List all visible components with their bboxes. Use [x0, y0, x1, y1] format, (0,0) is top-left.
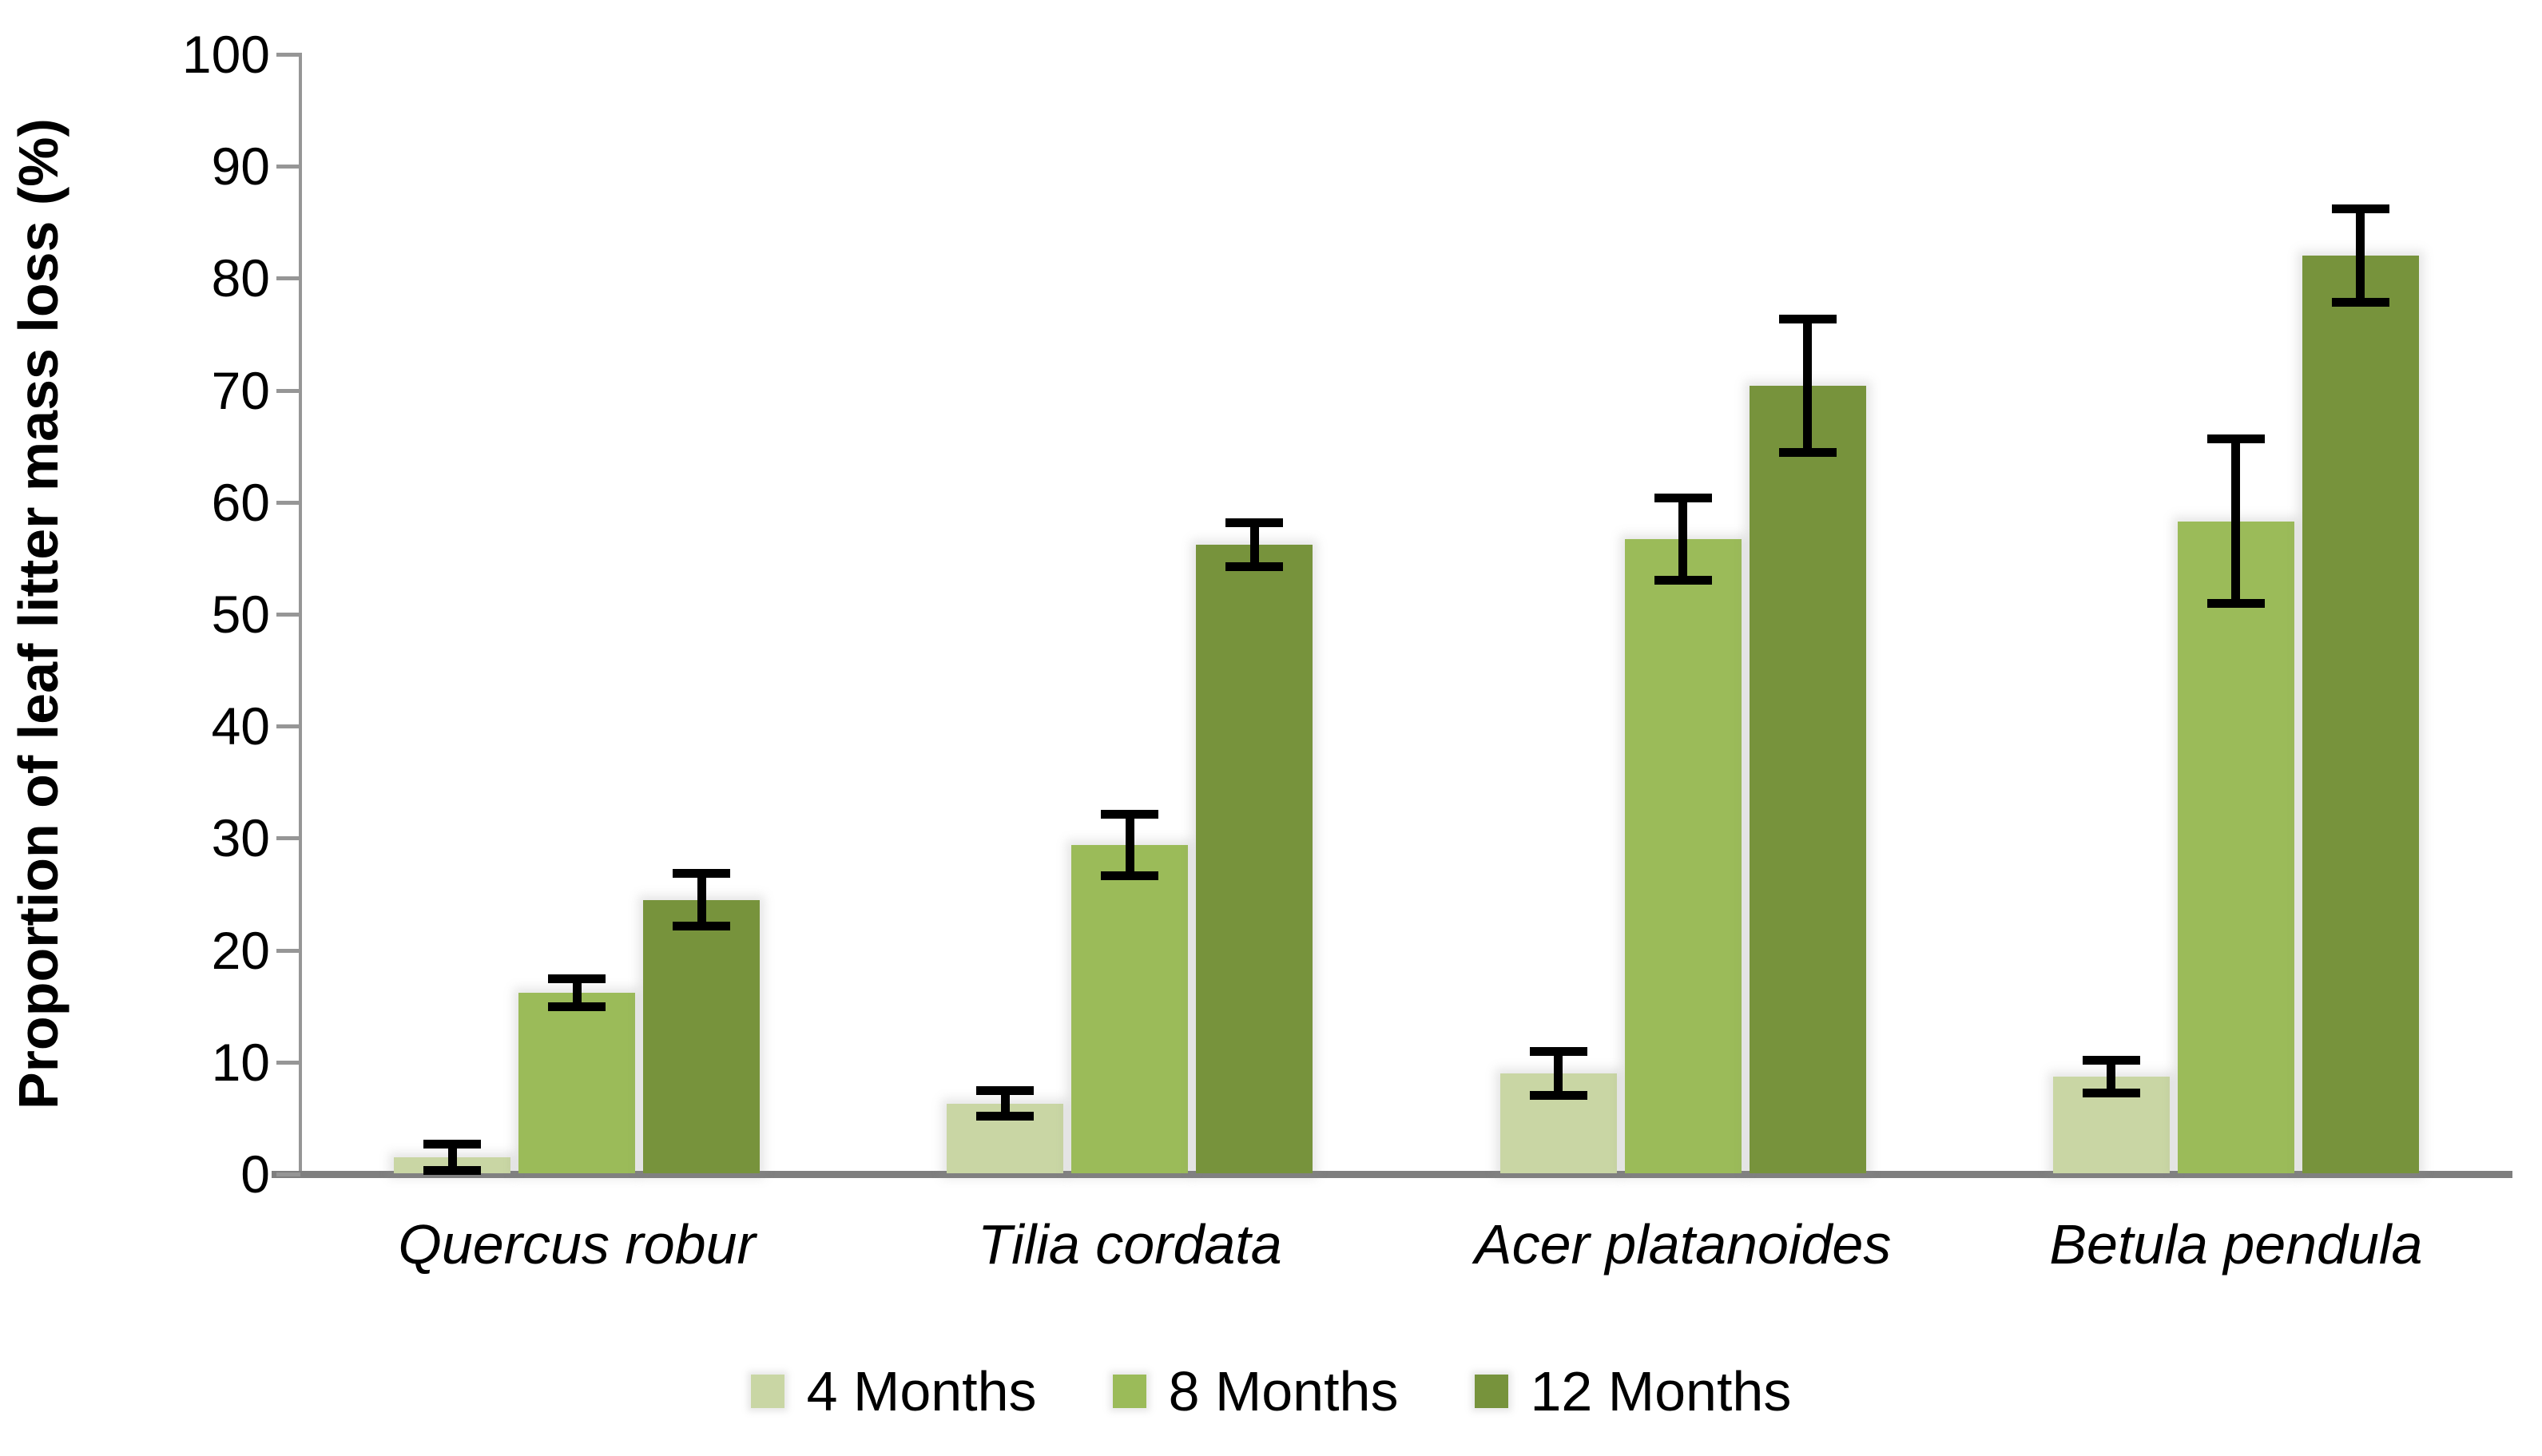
legend-swatch [1112, 1375, 1146, 1408]
error-bar-cap-top [1225, 518, 1284, 528]
y-tick-label: 70 [211, 360, 270, 420]
category-label: Tilia cordata [978, 1213, 1282, 1275]
y-axis-line [299, 53, 302, 1176]
legend-label: 4 Months [806, 1360, 1037, 1422]
y-tick-label: 50 [211, 585, 270, 644]
y-tick-mark [276, 276, 300, 281]
y-tick-label: 40 [211, 696, 270, 756]
y-tick-label: 10 [211, 1032, 270, 1092]
legend-label: 12 Months [1530, 1360, 1792, 1422]
y-tick-mark [276, 388, 300, 393]
bar [2302, 256, 2419, 1173]
error-bar-cap-top [2206, 434, 2265, 443]
bar [643, 899, 761, 1173]
error-bar-cap-bottom [423, 1165, 482, 1175]
legend: 4 Months 8 Months 12 Months [0, 1359, 2542, 1423]
legend-label: 8 Months [1168, 1360, 1399, 1422]
error-bar-cap-bottom [1101, 871, 1159, 881]
y-tick-label: 0 [240, 1145, 270, 1204]
bar [518, 992, 636, 1173]
y-tick-label: 30 [211, 808, 270, 868]
category-label: Acer platanoides [1474, 1213, 1892, 1275]
error-bar-cap-top [673, 868, 731, 878]
error-bar-cap-bottom [976, 1112, 1035, 1121]
error-bar-line [697, 872, 706, 927]
bar [1196, 545, 1313, 1173]
y-tick-mark [276, 948, 300, 953]
error-bar-line [1249, 522, 1259, 568]
y-tick-mark [276, 1060, 300, 1065]
error-bar-cap-bottom [673, 922, 731, 931]
y-tick-label: 20 [211, 920, 270, 980]
category-label: Quercus robur [398, 1213, 756, 1275]
x-axis-line [272, 1171, 2512, 1178]
error-bar-cap-bottom [2082, 1089, 2140, 1098]
legend-item: 4 Months [750, 1359, 1037, 1423]
error-bar-cap-bottom [2331, 298, 2389, 307]
error-bar-cap-top [423, 1140, 482, 1149]
error-bar-cap-bottom [1529, 1090, 1587, 1100]
error-bar-cap-top [1654, 494, 1712, 503]
legend-item: 12 Months [1474, 1359, 1792, 1423]
y-tick-mark [276, 1172, 300, 1176]
error-bar-cap-top [2331, 204, 2389, 214]
error-bar-line [2107, 1059, 2116, 1094]
error-bar-line [1554, 1050, 1563, 1096]
bar [1624, 539, 1742, 1173]
error-bar-cap-top [976, 1085, 1035, 1095]
error-bar-cap-top [1101, 809, 1159, 819]
bar [1749, 385, 1866, 1173]
error-bar-line [572, 978, 582, 1008]
error-bar-line [1803, 318, 1813, 454]
error-bar-cap-top [1778, 314, 1837, 323]
y-tick-label: 100 [181, 25, 270, 84]
y-tick-label: 90 [211, 137, 270, 196]
y-tick-label: 80 [211, 248, 270, 308]
error-bar-cap-top [1529, 1046, 1587, 1056]
legend-item: 8 Months [1112, 1359, 1399, 1423]
error-bar-cap-bottom [1225, 562, 1284, 572]
y-tick-mark [276, 500, 300, 505]
y-tick-mark [276, 53, 300, 57]
category-label: Betula pendula [2049, 1213, 2423, 1275]
legend-swatch [750, 1375, 784, 1408]
legend-swatch [1474, 1375, 1508, 1408]
error-bar-line [1125, 813, 1134, 877]
y-tick-mark [276, 836, 300, 841]
bar [2177, 521, 2294, 1173]
error-bar-cap-bottom [1778, 448, 1837, 458]
error-bar-line [1000, 1089, 1010, 1117]
y-tick-mark [276, 613, 300, 617]
error-bar-cap-top [548, 974, 606, 983]
error-bar-line [2231, 438, 2241, 605]
error-bar-cap-bottom [548, 1002, 606, 1012]
error-bar-cap-bottom [2206, 599, 2265, 609]
error-bar-line [1678, 498, 1688, 581]
bar [1071, 844, 1189, 1173]
error-bar-line [2356, 208, 2365, 303]
error-bar-cap-top [2082, 1055, 2140, 1065]
y-tick-label: 60 [211, 472, 270, 532]
error-bar-cap-bottom [1654, 575, 1712, 585]
error-bar-line [447, 1144, 457, 1171]
y-tick-mark [276, 724, 300, 729]
y-tick-mark [276, 165, 300, 169]
